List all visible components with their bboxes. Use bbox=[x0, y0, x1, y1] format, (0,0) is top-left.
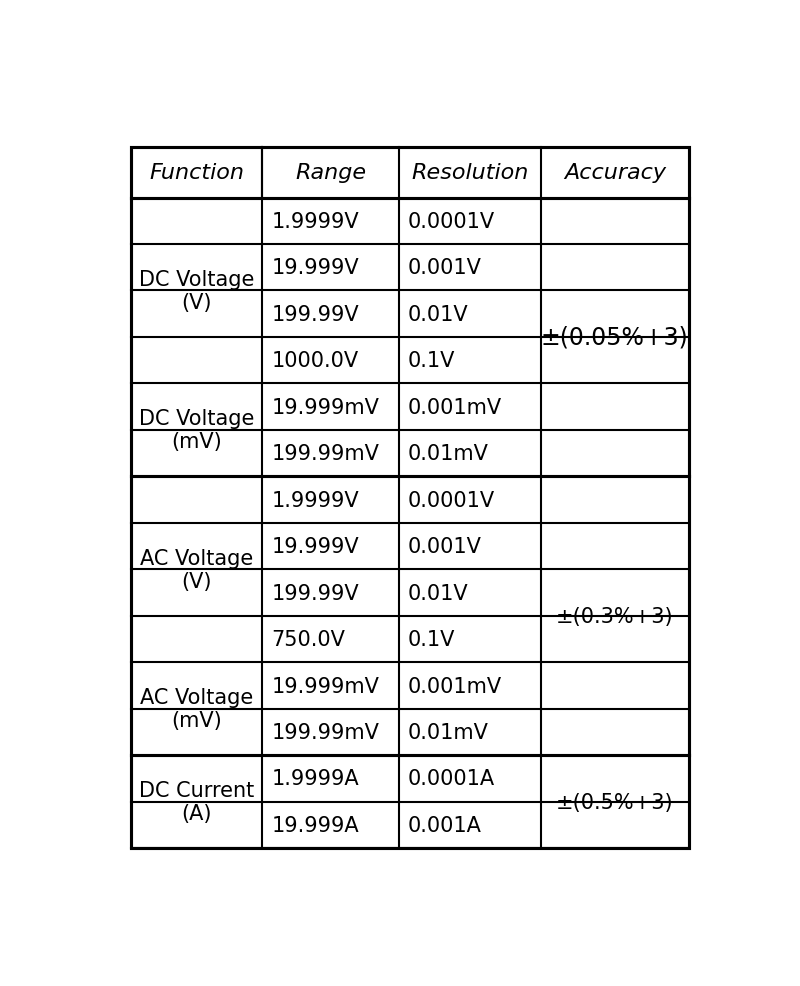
Text: 19.999mV: 19.999mV bbox=[271, 397, 379, 417]
Text: 1.9999A: 1.9999A bbox=[271, 769, 359, 789]
Text: 0.01V: 0.01V bbox=[408, 305, 469, 324]
Text: DC Current
(A): DC Current (A) bbox=[139, 780, 254, 823]
Text: 0.0001V: 0.0001V bbox=[408, 212, 495, 232]
Text: 1000.0V: 1000.0V bbox=[271, 351, 358, 371]
Text: 0.001mV: 0.001mV bbox=[408, 397, 502, 417]
Text: 0.1V: 0.1V bbox=[408, 351, 455, 371]
Text: ±(0.05%+3): ±(0.05%+3) bbox=[541, 325, 689, 350]
Text: Function: Function bbox=[150, 163, 244, 183]
Text: 0.01mV: 0.01mV bbox=[408, 444, 489, 463]
Text: Accuracy: Accuracy bbox=[564, 163, 666, 183]
Text: ±(0.3%+3): ±(0.3%+3) bbox=[556, 606, 674, 626]
Text: 19.999V: 19.999V bbox=[271, 258, 359, 278]
Text: 0.01mV: 0.01mV bbox=[408, 723, 489, 742]
Text: 19.999A: 19.999A bbox=[271, 815, 359, 835]
Text: Resolution: Resolution bbox=[411, 163, 529, 183]
Text: 19.999V: 19.999V bbox=[271, 536, 359, 556]
Text: 199.99mV: 199.99mV bbox=[271, 444, 379, 463]
Text: AC Voltage
(V): AC Voltage (V) bbox=[140, 548, 254, 592]
Text: DC Voltage
(mV): DC Voltage (mV) bbox=[139, 409, 254, 452]
Text: ±(0.5%+3): ±(0.5%+3) bbox=[556, 792, 674, 811]
Text: 0.001mV: 0.001mV bbox=[408, 675, 502, 696]
Text: 1.9999V: 1.9999V bbox=[271, 490, 359, 510]
Text: 19.999mV: 19.999mV bbox=[271, 675, 379, 696]
Text: 0.001V: 0.001V bbox=[408, 258, 482, 278]
Text: 0.001A: 0.001A bbox=[408, 815, 482, 835]
Text: 0.001V: 0.001V bbox=[408, 536, 482, 556]
Text: 199.99V: 199.99V bbox=[271, 305, 359, 324]
Text: 1.9999V: 1.9999V bbox=[271, 212, 359, 232]
Text: 0.0001V: 0.0001V bbox=[408, 490, 495, 510]
Text: 199.99V: 199.99V bbox=[271, 583, 359, 603]
Text: DC Voltage
(V): DC Voltage (V) bbox=[139, 269, 254, 313]
Text: 0.01V: 0.01V bbox=[408, 583, 469, 603]
Text: 750.0V: 750.0V bbox=[271, 629, 346, 650]
Text: AC Voltage
(mV): AC Voltage (mV) bbox=[140, 687, 254, 731]
Text: Range: Range bbox=[295, 163, 366, 183]
Text: 199.99mV: 199.99mV bbox=[271, 723, 379, 742]
Text: 0.1V: 0.1V bbox=[408, 629, 455, 650]
Text: 0.0001A: 0.0001A bbox=[408, 769, 495, 789]
